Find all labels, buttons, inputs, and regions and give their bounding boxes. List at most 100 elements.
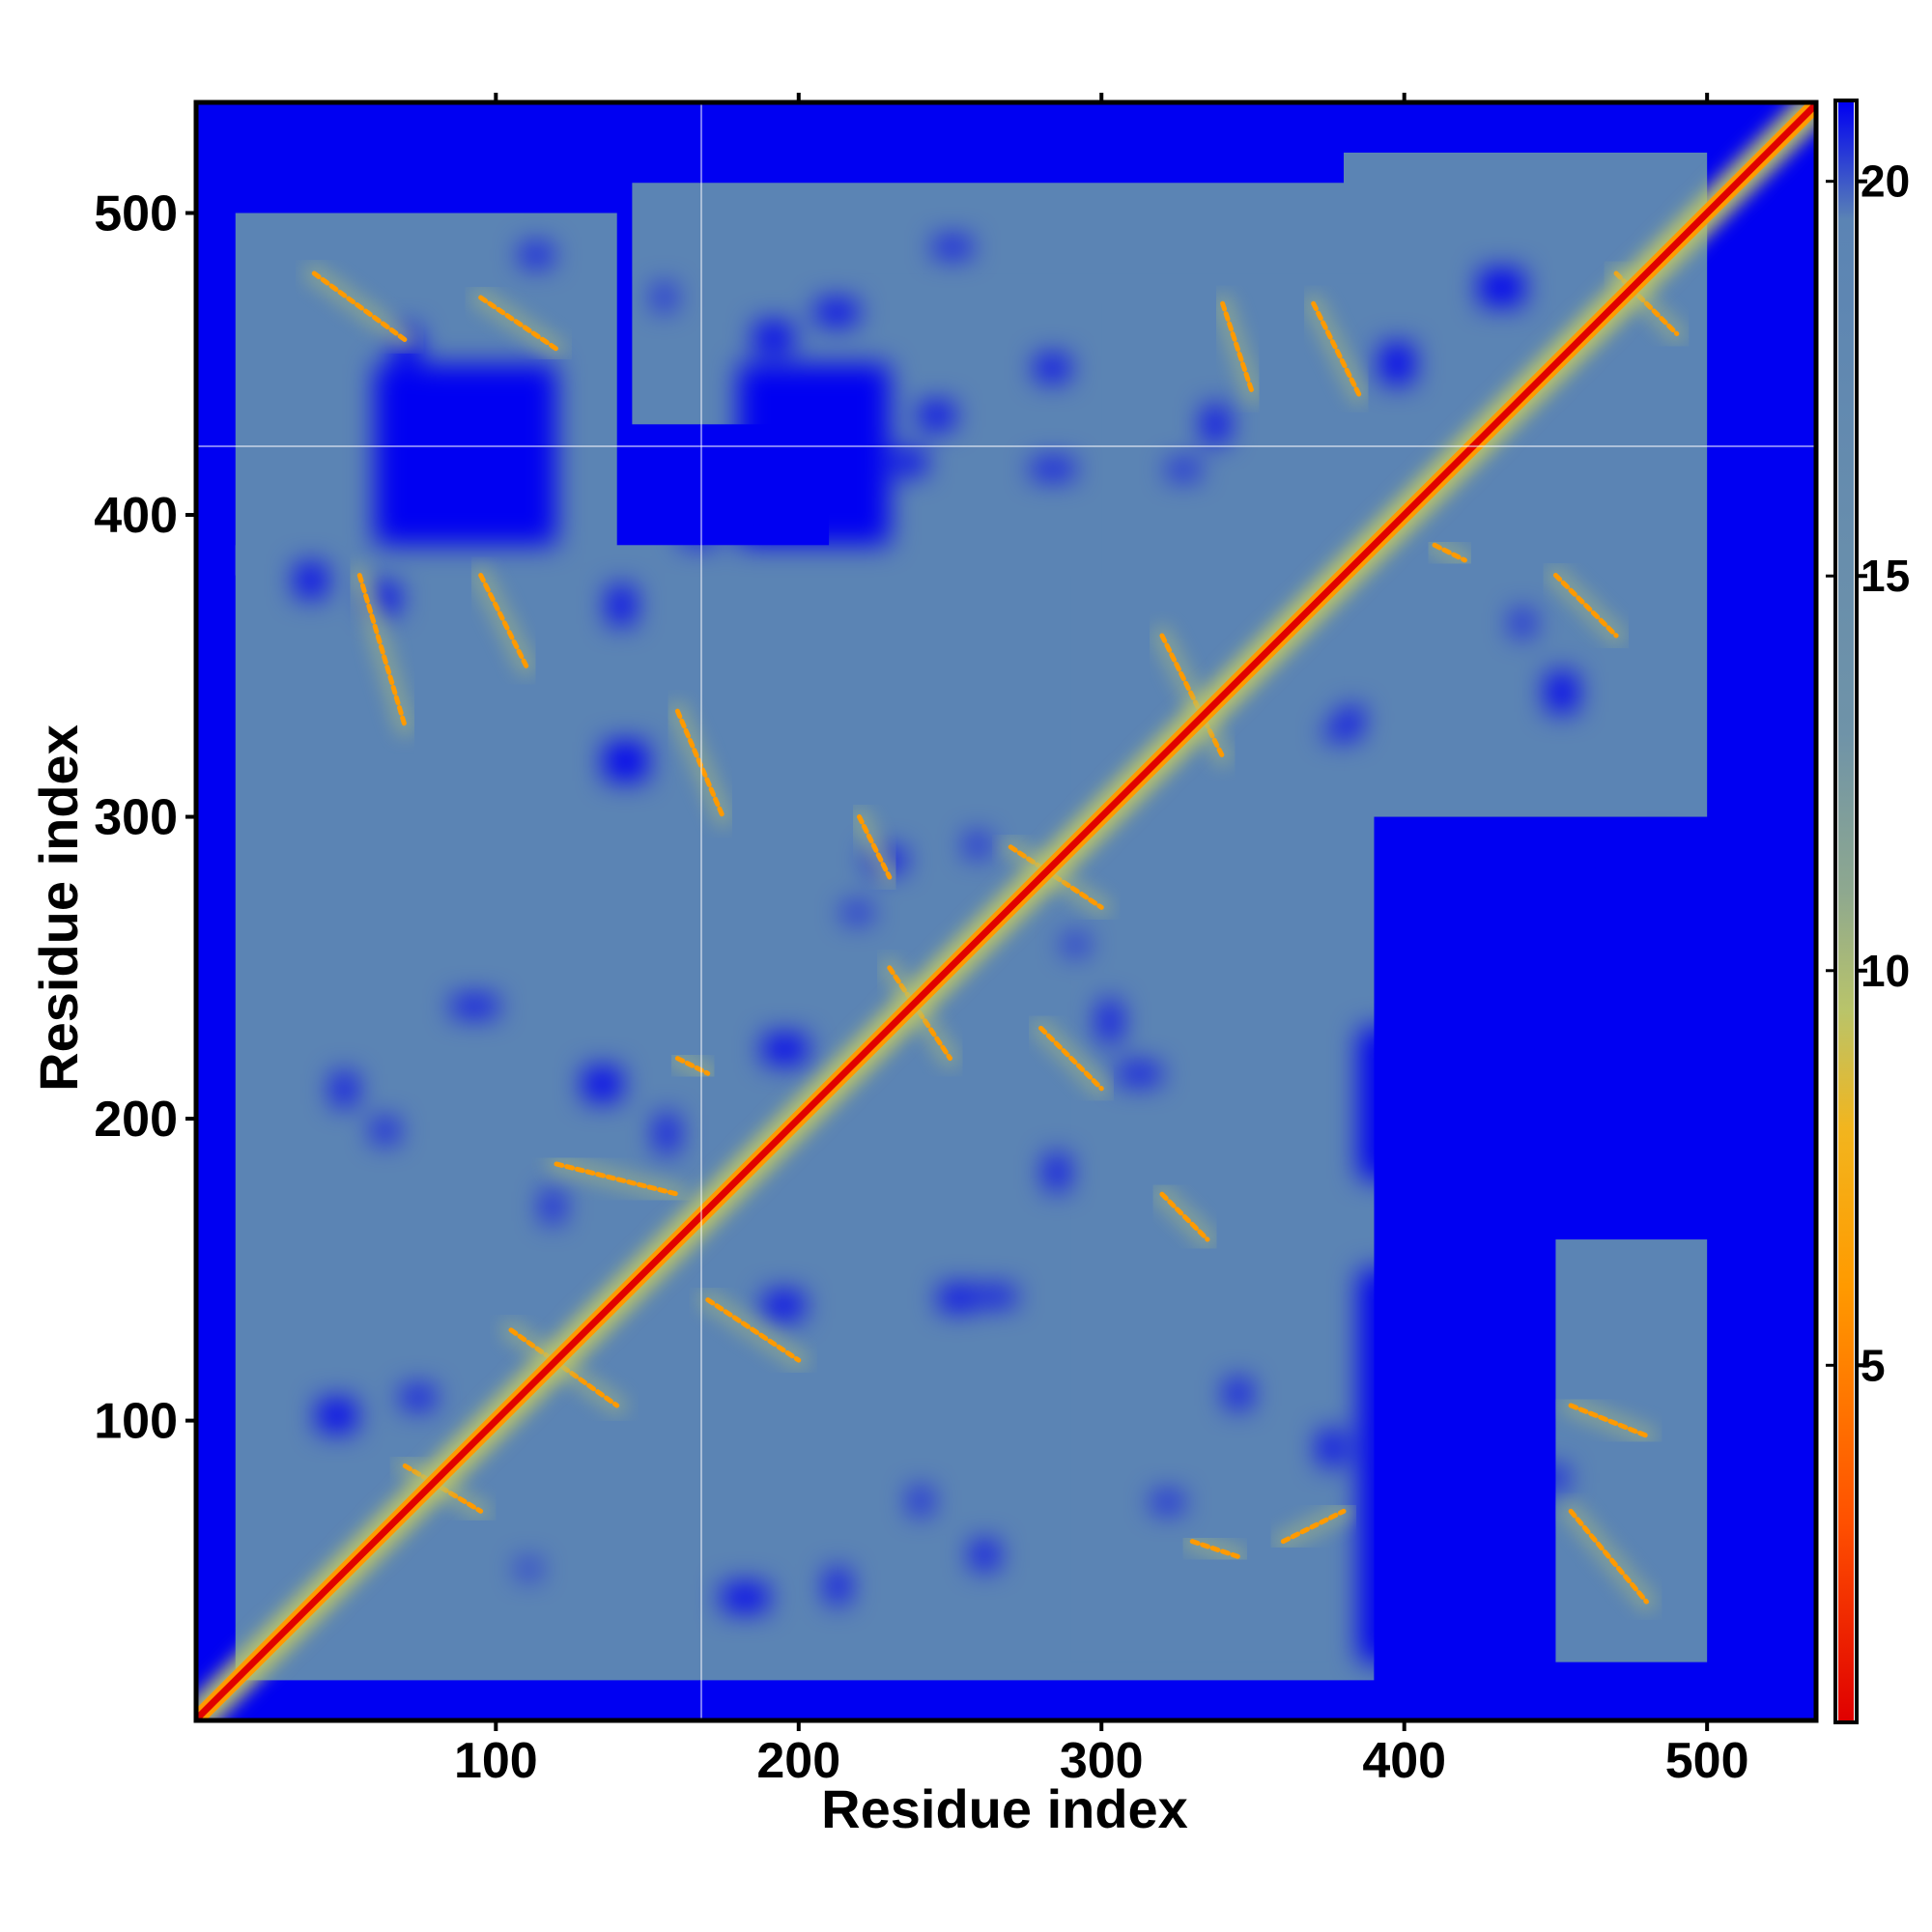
heatmap-hole (722, 1583, 768, 1611)
heatmap-hole (452, 996, 497, 1016)
x-tick-label: 100 (454, 1733, 538, 1789)
y-tick-label: 200 (94, 1092, 178, 1148)
heatmap-blank-region (738, 363, 890, 546)
heatmap-hole (753, 322, 793, 354)
heatmap-hole (1513, 611, 1532, 636)
heatmap-contact-layer (303, 263, 1688, 1613)
heatmap-hole (1045, 1154, 1068, 1190)
heatmap-blank-region (1494, 846, 1617, 999)
heatmap-hole (1380, 343, 1414, 384)
y-tick-label: 500 (94, 186, 178, 242)
contact-segment (1568, 1403, 1649, 1438)
contact-segment (1311, 300, 1362, 397)
contact-segment (311, 270, 408, 343)
colorbar-tick-label: 15 (1861, 551, 1910, 601)
heatmap-hole (1638, 842, 1676, 867)
colorbar-tick-label: 20 (1861, 156, 1910, 207)
contact-segment (674, 1056, 711, 1076)
heatmap-blank-layer (296, 238, 1676, 1662)
heatmap-hole (1032, 460, 1074, 478)
heatmap-diagonal-layer (196, 104, 1816, 1719)
heatmap-hole (657, 1114, 677, 1152)
heatmap-hole (318, 1399, 356, 1433)
x-axis: 100 200 300 400 500 (454, 93, 1749, 1789)
heatmap-hole (1152, 1493, 1182, 1511)
contact-segment (674, 708, 725, 820)
heatmap-hole (895, 449, 926, 475)
heatmap-hole (843, 905, 871, 921)
heatmap-hole (655, 285, 673, 309)
colorbar: 5 10 15 20 (1826, 99, 1910, 1724)
contact-segment (478, 295, 559, 352)
heatmap-blank-region (1358, 1269, 1526, 1662)
heatmap-hole (458, 512, 502, 533)
colorbar-tick-label: 5 (1861, 1340, 1886, 1390)
contact-segment (356, 573, 408, 729)
heatmap-hole (1518, 1037, 1550, 1069)
heatmap-hole (543, 1191, 562, 1222)
heatmap-hole (919, 402, 954, 429)
colorbar-frame (1833, 99, 1859, 1724)
contact-segment (554, 1161, 680, 1197)
heatmap-hole (604, 741, 648, 781)
heatmap-hole (1168, 462, 1199, 478)
heatmap-hole (1099, 1001, 1121, 1042)
heatmap-hole (939, 1286, 975, 1311)
heatmap-hole (1469, 1573, 1503, 1595)
heatmap-hole (911, 1488, 930, 1514)
heatmap-hole (451, 365, 489, 393)
heatmap-hole (978, 1287, 1015, 1306)
y-tick-label: 100 (94, 1394, 178, 1450)
heatmap-hole (1324, 724, 1359, 739)
contact-segment (1280, 1508, 1347, 1545)
heatmap-hole (1341, 707, 1363, 727)
heatmap-hole (934, 238, 971, 257)
heatmap-hole (1384, 1424, 1407, 1438)
heatmap-hole (1036, 355, 1069, 381)
colorbar-gradient (1838, 102, 1854, 1720)
colorbar-tick-label: 10 (1861, 946, 1910, 996)
heatmap-hole (296, 563, 327, 598)
heatmap-hole (827, 1569, 849, 1604)
contact-segment (705, 1297, 802, 1363)
diagonal-core (196, 104, 1816, 1719)
heatmap-hole (1537, 1467, 1568, 1489)
colorbar-ticks: 5 10 15 20 (1826, 156, 1910, 1390)
heatmap-hole (373, 1120, 398, 1142)
heatmap-hole (763, 1034, 808, 1064)
heatmap-hole (1226, 1379, 1250, 1408)
heatmap-hole (816, 299, 858, 326)
y-axis: 100 200 300 400 500 (94, 186, 196, 1450)
x-axis-title: Residue index (821, 1778, 1188, 1839)
contact-segment (1220, 300, 1256, 397)
heatmap-hole (1319, 1431, 1345, 1465)
x-tick-label: 400 (1362, 1733, 1446, 1789)
heatmap-hole (402, 1387, 435, 1408)
heatmap-hole (1064, 937, 1088, 952)
heatmap-hole (764, 1292, 804, 1320)
heatmap-hole (332, 1073, 356, 1105)
heatmap-hole (972, 1541, 998, 1569)
heatmap-hole (521, 244, 552, 266)
contact-segment (1568, 1508, 1649, 1605)
heatmap-hole (1479, 269, 1524, 306)
y-tick-label: 300 (94, 790, 178, 846)
contact-segment (1432, 542, 1467, 563)
heatmap-hole (1204, 406, 1228, 442)
heatmap-hole (583, 1066, 621, 1101)
x-tick-label: 500 (1665, 1733, 1749, 1789)
heatmap-hole (967, 835, 988, 856)
contact-segment (1189, 1539, 1240, 1559)
x-tick-label: 300 (1060, 1733, 1144, 1789)
y-axis-title: Residue index (28, 724, 89, 1092)
plot-area (196, 104, 1816, 1719)
contact-segment (1038, 1025, 1104, 1092)
heatmap-hole (393, 393, 428, 418)
x-tick-label: 200 (756, 1733, 840, 1789)
plot-frame (193, 99, 1819, 1723)
y-tick-label: 400 (94, 488, 178, 544)
heatmap-hole (608, 585, 635, 625)
contact-segment (1159, 633, 1226, 759)
heatmap-hole (680, 528, 717, 545)
contact-segment (1159, 1191, 1210, 1242)
